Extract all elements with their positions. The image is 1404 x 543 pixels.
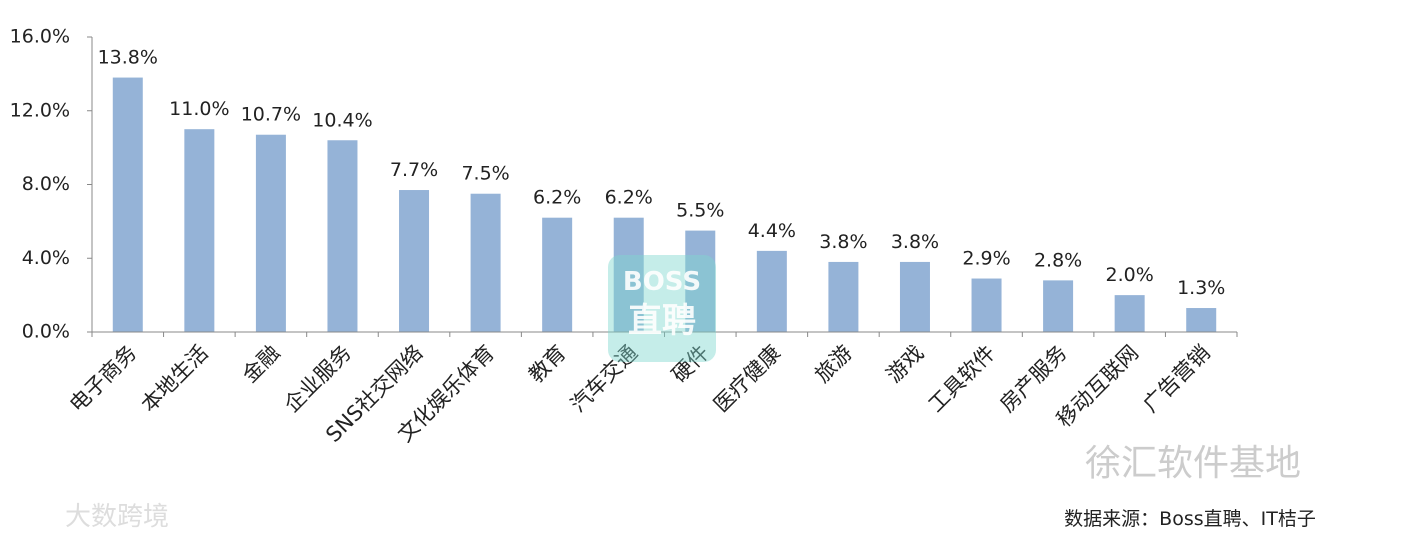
bar [542,217,573,332]
x-tick-label: 金融 [238,341,285,388]
data-label: 3.8% [819,231,867,253]
bar [327,140,358,332]
x-tick-label: 医疗健康 [709,341,785,417]
data-label: 11.0% [169,98,229,120]
data-label: 4.4% [748,220,796,242]
data-label: 2.8% [1034,249,1082,271]
x-tick-label: 教育 [524,341,571,388]
x-tick-label: 旅游 [810,341,857,388]
x-tick-label: 本地生活 [137,341,213,417]
bar [1186,308,1217,332]
bar [899,261,930,332]
data-label: 6.2% [605,187,653,209]
watermark-badge [608,255,716,362]
bar [1114,295,1145,332]
data-label: 3.8% [891,231,939,253]
x-tick-label: 游戏 [882,341,929,388]
watermark: BOSS [623,267,701,297]
data-label: 2.0% [1106,264,1154,286]
bar [255,134,286,332]
y-tick-label: 16.0% [10,26,70,48]
data-label: 5.5% [676,200,724,222]
x-tick-label: 工具软件 [924,341,1000,417]
data-label: 7.7% [390,159,438,181]
y-tick-label: 0.0% [22,321,70,343]
data-label: 7.5% [461,163,509,185]
watermark: 徐汇软件基地 [1085,443,1301,484]
bar [470,193,501,332]
watermark: 直聘 [628,301,696,341]
data-label: 2.9% [962,248,1010,270]
source: 数据来源：Boss直聘、IT桔子 [1064,508,1316,530]
x-tick-label: 广告营销 [1138,341,1214,417]
data-label: 10.7% [241,104,301,126]
watermark: 大数跨境 [65,502,169,532]
bar [756,250,787,332]
data-label: 6.2% [533,187,581,209]
bar [685,230,716,332]
bar [1043,280,1074,332]
bar [399,190,430,332]
data-label: 1.3% [1177,277,1225,299]
data-label: 13.8% [98,47,158,69]
bar [613,217,644,332]
y-tick-label: 4.0% [22,247,70,269]
bar [828,261,859,332]
bar [971,278,1002,332]
x-tick-label: 电子商务 [65,341,141,417]
bar [184,129,215,332]
y-tick-label: 8.0% [22,173,70,195]
bar [112,77,143,332]
y-tick-label: 12.0% [10,99,70,121]
data-label: 10.4% [312,109,372,131]
